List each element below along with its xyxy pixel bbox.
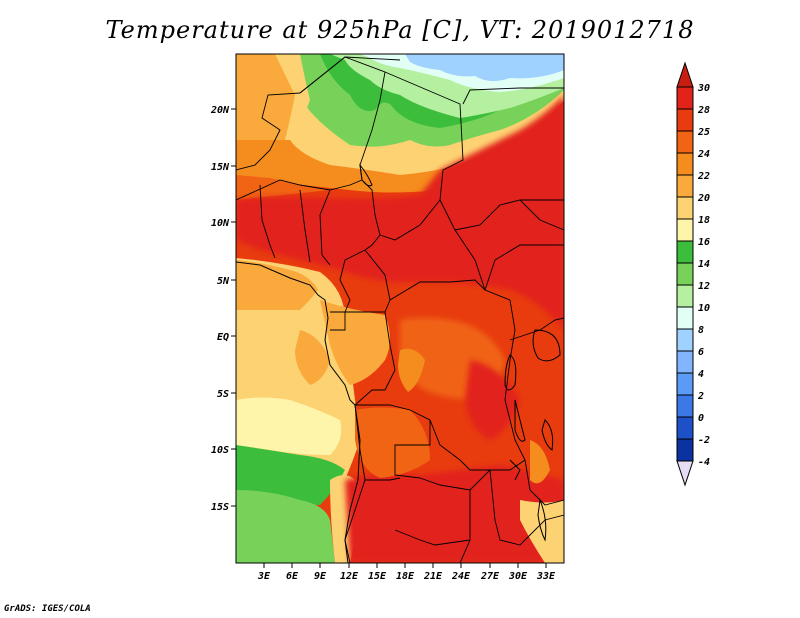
colorbar-segment xyxy=(676,262,694,286)
colorbar-label: 16 xyxy=(698,237,710,248)
lon-label: 33E xyxy=(536,571,556,582)
lon-label: 30E xyxy=(508,571,528,582)
colorbar-top-arrow xyxy=(676,61,694,88)
colorbar-segment xyxy=(676,130,694,154)
colorbar-segment xyxy=(676,284,694,308)
lat-labels: 20N 15N 10N 5N EQ 5S 10S 15S xyxy=(210,105,230,513)
colorbar-segment xyxy=(676,108,694,132)
lat-label: 5S xyxy=(217,389,229,400)
colorbar-label: 24 xyxy=(697,149,710,160)
map-frame xyxy=(235,53,565,564)
lat-ticks xyxy=(231,108,236,507)
lon-label: 18E xyxy=(396,571,415,582)
colorbar-label: 0 xyxy=(698,413,704,424)
colorbar-segment xyxy=(676,174,694,198)
colorbar-label: 8 xyxy=(698,325,704,336)
colorbar-label: 6 xyxy=(698,347,704,358)
colorbar-label: 12 xyxy=(698,281,710,292)
colorbar-label: 14 xyxy=(698,259,710,270)
colorbar-segment xyxy=(676,350,694,374)
colorbar-segment xyxy=(676,306,694,330)
grads-credit: GrADS: IGES/COLA xyxy=(4,604,91,614)
colorbar-label: -2 xyxy=(698,435,710,446)
colorbar-label: 4 xyxy=(698,369,704,380)
colorbar-label: 10 xyxy=(698,303,710,314)
lon-label: 12E xyxy=(340,571,359,582)
colorbar-segment xyxy=(676,372,694,396)
colorbar-label: 22 xyxy=(697,171,710,182)
temperature-field xyxy=(236,54,564,563)
lat-label: EQ xyxy=(217,332,229,343)
coastlines xyxy=(236,163,561,563)
lon-label: 3E xyxy=(257,571,271,582)
colorbar-segment xyxy=(676,328,694,352)
lat-label: 10S xyxy=(211,445,229,456)
colorbar-segment xyxy=(676,416,694,440)
lat-label: 20N xyxy=(210,105,230,116)
lon-label: 24E xyxy=(451,571,471,582)
colorbar-label: 20 xyxy=(697,193,710,204)
colorbar-bottom-arrow xyxy=(676,460,694,487)
colorbar-segment xyxy=(676,240,694,264)
lon-label: 27E xyxy=(480,571,500,582)
lat-label: 10N xyxy=(211,218,230,229)
colorbar-label: 2 xyxy=(697,391,704,402)
colorbar-label: -4 xyxy=(698,457,710,468)
lon-label: 6E xyxy=(286,571,299,582)
lon-ticks xyxy=(263,563,547,568)
lon-label: 21E xyxy=(423,571,443,582)
lon-label: 15E xyxy=(368,571,387,582)
lon-labels: 3E 6E 9E 12E 15E 18E 21E 24E 27E 30E 33E xyxy=(257,571,556,582)
colorbar-segment xyxy=(676,218,694,242)
colorbar-label: 28 xyxy=(697,105,710,116)
colorbar-segment xyxy=(676,86,694,110)
lat-label: 15N xyxy=(211,162,230,173)
colorbar-label: 18 xyxy=(698,215,710,226)
colorbar-segment xyxy=(676,394,694,418)
colorbar-segment xyxy=(676,152,694,176)
lon-label: 9E xyxy=(314,571,327,582)
lat-label: 15S xyxy=(211,502,229,513)
colorbar-segment xyxy=(676,438,694,462)
map-title: Temperature at 925hPa [C], VT: 201901271… xyxy=(105,16,695,44)
lat-label: 5N xyxy=(217,276,230,287)
colorbar-segment xyxy=(676,196,694,220)
colorbar-label: 30 xyxy=(697,83,710,94)
colorbar-label: 25 xyxy=(697,127,710,138)
